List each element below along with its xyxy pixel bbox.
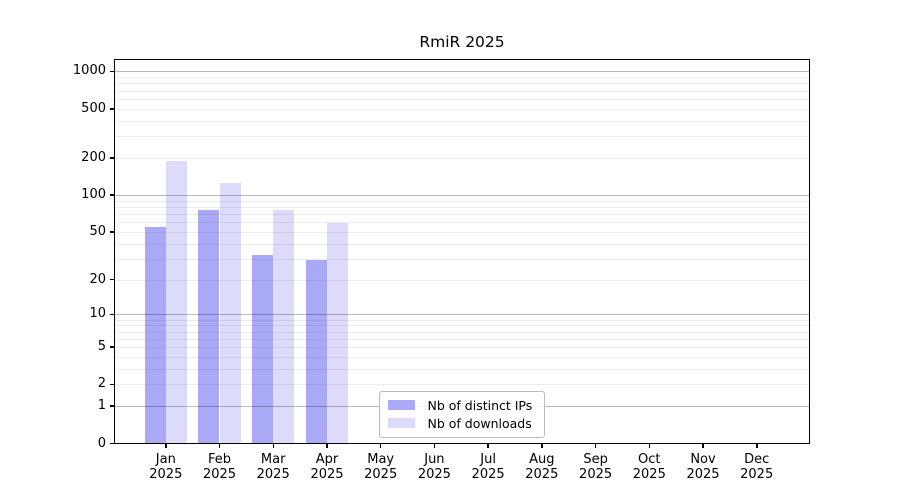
x-tick-label-feb: Feb 2025: [202, 451, 237, 482]
x-tick-label-dec: Dec 2025: [740, 451, 774, 482]
legend-swatch-distinct-ips: [387, 400, 415, 410]
legend-item-downloads: Nb of downloads: [387, 415, 536, 431]
bar-distinct-ips-apr: [305, 260, 327, 444]
y-tick-mark: [110, 231, 114, 233]
x-tick-mark: [756, 443, 758, 448]
x-tick-label-jan: Jan 2025: [149, 451, 183, 482]
y-tick-mark: [110, 442, 114, 445]
y-tick-label: 1000: [72, 63, 106, 79]
x-tick-mark: [379, 443, 382, 448]
bar-distinct-ips-mar: [251, 255, 274, 444]
plot-area: [114, 59, 810, 444]
bar-distinct-ips-jan: [144, 226, 166, 444]
y-tick-label: 500: [81, 100, 106, 116]
y-tick-label: 100: [81, 187, 106, 202]
y-tick-mark: [110, 278, 114, 281]
x-tick-mark: [326, 443, 328, 448]
y-tick-label: 5: [97, 339, 106, 354]
bar-downloads-feb: [219, 183, 241, 444]
bar-downloads-jan: [165, 160, 188, 444]
legend: Nb of distinct IPs Nb of downloads: [378, 390, 545, 438]
y-tick-mark: [110, 70, 114, 73]
y-tick-mark: [110, 157, 114, 159]
legend-swatch-downloads: [387, 418, 415, 428]
y-tick-label: 2: [97, 376, 106, 392]
bar-downloads-mar: [273, 210, 295, 444]
x-tick-label-aug: Aug 2025: [525, 451, 559, 482]
x-tick-mark: [272, 443, 274, 448]
y-tick-label: 200: [81, 149, 106, 165]
y-tick-label: 10: [89, 306, 106, 322]
y-tick-mark: [110, 194, 114, 196]
y-tick-mark: [110, 108, 114, 110]
x-tick-label-mar: Mar 2025: [256, 451, 290, 482]
x-tick-mark: [218, 443, 221, 448]
x-tick-mark: [702, 443, 704, 448]
y-tick-mark: [110, 405, 114, 407]
x-tick-mark: [165, 443, 167, 448]
x-tick-label-oct: Oct 2025: [632, 451, 666, 482]
bar-downloads-apr: [327, 223, 349, 444]
y-tick-label: 50: [89, 223, 106, 239]
x-tick-label-may: May 2025: [364, 451, 398, 482]
x-tick-mark: [487, 443, 489, 448]
x-tick-mark: [433, 443, 436, 448]
x-tick-label-apr: Apr 2025: [310, 451, 344, 482]
chart-title: RmiR 2025: [419, 33, 505, 51]
y-tick-mark: [110, 383, 114, 386]
x-tick-label-nov: Nov 2025: [686, 451, 720, 482]
y-tick-mark: [110, 346, 114, 348]
x-tick-label-jun: Jun 2025: [417, 451, 451, 482]
legend-label: Nb of downloads: [427, 415, 532, 431]
y-tick-mark: [110, 313, 114, 316]
bars-layer: [114, 59, 810, 444]
bar-distinct-ips-feb: [198, 209, 220, 444]
y-tick-label: 1: [97, 398, 106, 414]
x-tick-label-jul: Jul 2025: [471, 451, 505, 482]
x-tick-mark: [648, 443, 650, 448]
legend-item-distinct-ips: Nb of distinct IPs: [387, 397, 536, 413]
y-tick-label: 0: [97, 435, 106, 451]
y-tick-label: 20: [89, 271, 106, 287]
x-tick-label-sep: Sep 2025: [579, 451, 613, 482]
legend-label: Nb of distinct IPs: [427, 397, 533, 413]
x-tick-mark: [594, 443, 597, 448]
x-tick-mark: [541, 443, 543, 448]
